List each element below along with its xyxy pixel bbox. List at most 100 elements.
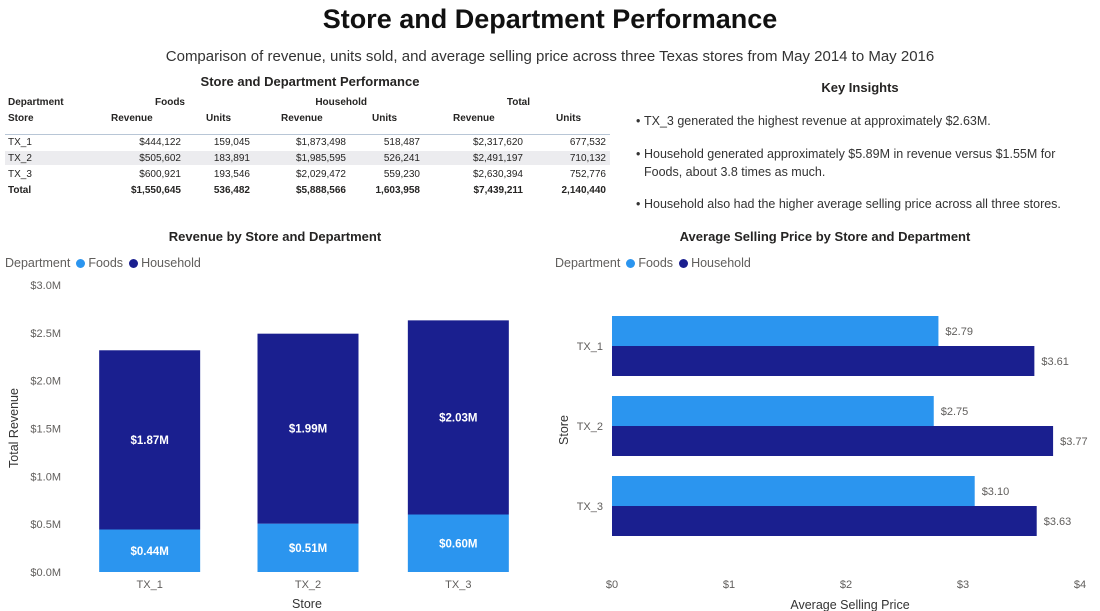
data-label: $3.63 (1044, 516, 1072, 528)
row-highlight (5, 151, 610, 165)
bar-household-tx_1 (99, 350, 201, 530)
row-label: TX_2 (8, 153, 32, 164)
data-label: $0.60M (439, 538, 477, 550)
y-axis-title: Total Revenue (7, 388, 21, 468)
table-cell: 559,230 (383, 169, 420, 180)
data-label: $3.61 (1041, 356, 1069, 368)
table-cell: $505,602 (139, 153, 181, 164)
table-cell: 677,532 (569, 137, 606, 148)
total-cell: $5,888,566 (295, 185, 346, 196)
y-tick-label: $3.0M (30, 280, 61, 292)
y-tick-label: $1.0M (30, 471, 61, 483)
x-tick-label: TX_1 (137, 579, 163, 591)
legend-dot-icon (129, 259, 139, 268)
y-axis-title: Store (557, 415, 571, 445)
total-cell: $1,550,645 (130, 185, 181, 196)
table-cell: 193,546 (213, 169, 250, 180)
data-label: $3.10 (982, 486, 1010, 498)
y-tick-label: $0.5M (30, 519, 61, 531)
y-tick-label: $2.0M (30, 376, 61, 388)
bar-foods-tx_2 (612, 396, 934, 426)
group-header: Foods (155, 97, 185, 108)
table-cell: $1,985,595 (295, 153, 346, 164)
bar-household-tx_2 (612, 426, 1054, 456)
data-label: $2.75 (941, 406, 969, 418)
column-header: Revenue (111, 113, 153, 124)
asp-legend[interactable]: Department Foods Household (555, 256, 757, 270)
data-label: $0.44M (130, 546, 168, 558)
bar-household-tx_3 (407, 320, 509, 515)
x-axis-title: Store (292, 597, 322, 611)
legend-title: Department (5, 256, 71, 270)
legend-item-household[interactable]: Household (679, 256, 751, 270)
total-label: Total (8, 185, 32, 196)
legend-dot-icon (626, 259, 636, 268)
legend-label: Foods (638, 256, 674, 270)
table-cell: 752,776 (569, 169, 606, 180)
column-header: Revenue (453, 113, 495, 124)
row-label: TX_1 (8, 137, 32, 148)
table-cell: $2,491,197 (472, 153, 523, 164)
bar-foods-tx_3 (612, 476, 975, 506)
data-label: $2.03M (439, 412, 477, 424)
y-tick-label: $2.5M (30, 328, 61, 340)
table-cell: $1,873,498 (295, 137, 346, 148)
column-header: Units (556, 113, 581, 124)
revenue-legend[interactable]: Department Foods Household (5, 256, 207, 270)
row-label: TX_3 (8, 169, 32, 180)
legend-label: Foods (88, 256, 124, 270)
group-header: Household (315, 97, 367, 108)
data-label: $3.77 (1060, 436, 1088, 448)
y-tick-label: TX_3 (577, 501, 603, 513)
total-cell: $7,439,211 (473, 185, 524, 196)
bar-household-tx_1 (612, 346, 1035, 376)
y-tick-label: TX_1 (577, 341, 603, 353)
legend-item-household[interactable]: Household (129, 256, 201, 270)
table-cell: $2,630,394 (472, 169, 523, 180)
legend-dot-icon (76, 259, 86, 268)
page-subtitle: Comparison of revenue, units sold, and a… (165, 48, 935, 65)
data-label: $0.51M (289, 543, 327, 555)
column-header: Revenue (281, 113, 323, 124)
total-cell: 536,482 (213, 185, 250, 196)
revenue-chart: $0.0M $0.5M $1.0M $1.5M $2.0M $2.5M $3.0M $0.44… (7, 280, 509, 611)
x-tick-label: $0 (606, 579, 618, 591)
insights-title: Key Insights (821, 80, 899, 95)
data-label: $1.87M (130, 435, 168, 447)
table-cell: 518,487 (383, 137, 420, 148)
revenue-chart-title: Revenue by Store and Department (168, 229, 382, 244)
x-tick-label: TX_2 (295, 579, 321, 591)
legend-label: Household (141, 256, 201, 270)
x-tick-label: $3 (957, 579, 969, 591)
table-cell: $2,317,620 (472, 137, 523, 148)
x-tick-label: $2 (840, 579, 852, 591)
bar-household-tx_3 (612, 506, 1037, 536)
legend-label: Household (691, 256, 751, 270)
x-tick-label: TX_3 (445, 579, 471, 591)
legend-item-foods[interactable]: Foods (626, 256, 673, 270)
legend-item-foods[interactable]: Foods (76, 256, 123, 270)
total-cell: 2,140,440 (561, 185, 607, 196)
bar-household-tx_2 (257, 333, 359, 524)
insight-item: Household generated approximately $5.89M… (636, 145, 1096, 181)
bar-foods-tx_1 (612, 316, 939, 346)
row-header-top: Department (8, 97, 64, 108)
header-divider (5, 134, 610, 135)
legend-title: Department (555, 256, 621, 270)
row-header: Store (8, 113, 34, 124)
table-cell: 183,891 (213, 153, 250, 164)
bar-foods-tx_2 (257, 523, 359, 572)
table-cell: $444,122 (139, 137, 181, 148)
insight-item: Household also had the higher average se… (636, 195, 1096, 213)
y-tick-label: TX_2 (577, 421, 603, 433)
total-cell: 1,603,958 (375, 185, 421, 196)
bar-foods-tx_1 (99, 529, 201, 572)
data-label: $2.79 (945, 326, 973, 338)
y-tick-label: $0.0M (30, 567, 61, 579)
page-title: Store and Department Performance (322, 4, 778, 34)
x-axis-title: Average Selling Price (790, 598, 909, 611)
column-header: Units (206, 113, 231, 124)
table-cell: 526,241 (383, 153, 420, 164)
matrix-title: Store and Department Performance (200, 74, 420, 89)
table-cell: $2,029,472 (295, 169, 346, 180)
